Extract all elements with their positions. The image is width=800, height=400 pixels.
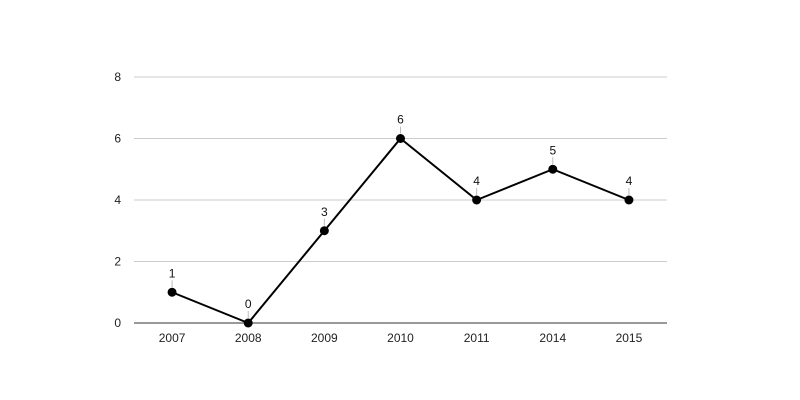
gridlines: [134, 76, 667, 262]
x-tick-label: 2015: [616, 331, 643, 345]
x-tick-label: 2010: [387, 331, 414, 345]
axes: 0 2 4 6 8 2007 2008 2009 2010 2011 2014 2015: [114, 70, 667, 345]
x-tick-label: 2014: [539, 331, 566, 345]
data-label: 6: [397, 113, 404, 127]
y-tick-label: 6: [114, 132, 121, 146]
data-point[interactable]: [548, 164, 558, 174]
data-label: 4: [626, 174, 633, 188]
data-point[interactable]: [319, 226, 329, 236]
data-label: 1: [169, 266, 176, 280]
data-point[interactable]: [624, 195, 634, 205]
y-tick-label: 4: [114, 193, 121, 207]
x-tick-label: 2008: [235, 331, 262, 345]
data-label: 0: [245, 297, 252, 311]
y-tick-label: 2: [114, 255, 121, 269]
data-point[interactable]: [167, 287, 177, 297]
series-line: [171, 137, 630, 324]
x-tick-label: 2011: [464, 331, 490, 345]
data-label: 3: [321, 205, 328, 219]
data-label: 4: [473, 174, 480, 188]
series-layer: [167, 134, 634, 328]
data-point[interactable]: [472, 195, 482, 205]
data-point[interactable]: [396, 134, 405, 143]
y-tick-label: 8: [114, 70, 121, 84]
x-tick-label: 2009: [311, 331, 338, 345]
data-point[interactable]: [243, 318, 253, 328]
x-tick-label: 2007: [159, 331, 186, 345]
data-labels: 1 0 3 6 4 5 4: [169, 113, 633, 318]
data-label: 5: [549, 143, 556, 157]
y-tick-label: 0: [114, 316, 121, 330]
